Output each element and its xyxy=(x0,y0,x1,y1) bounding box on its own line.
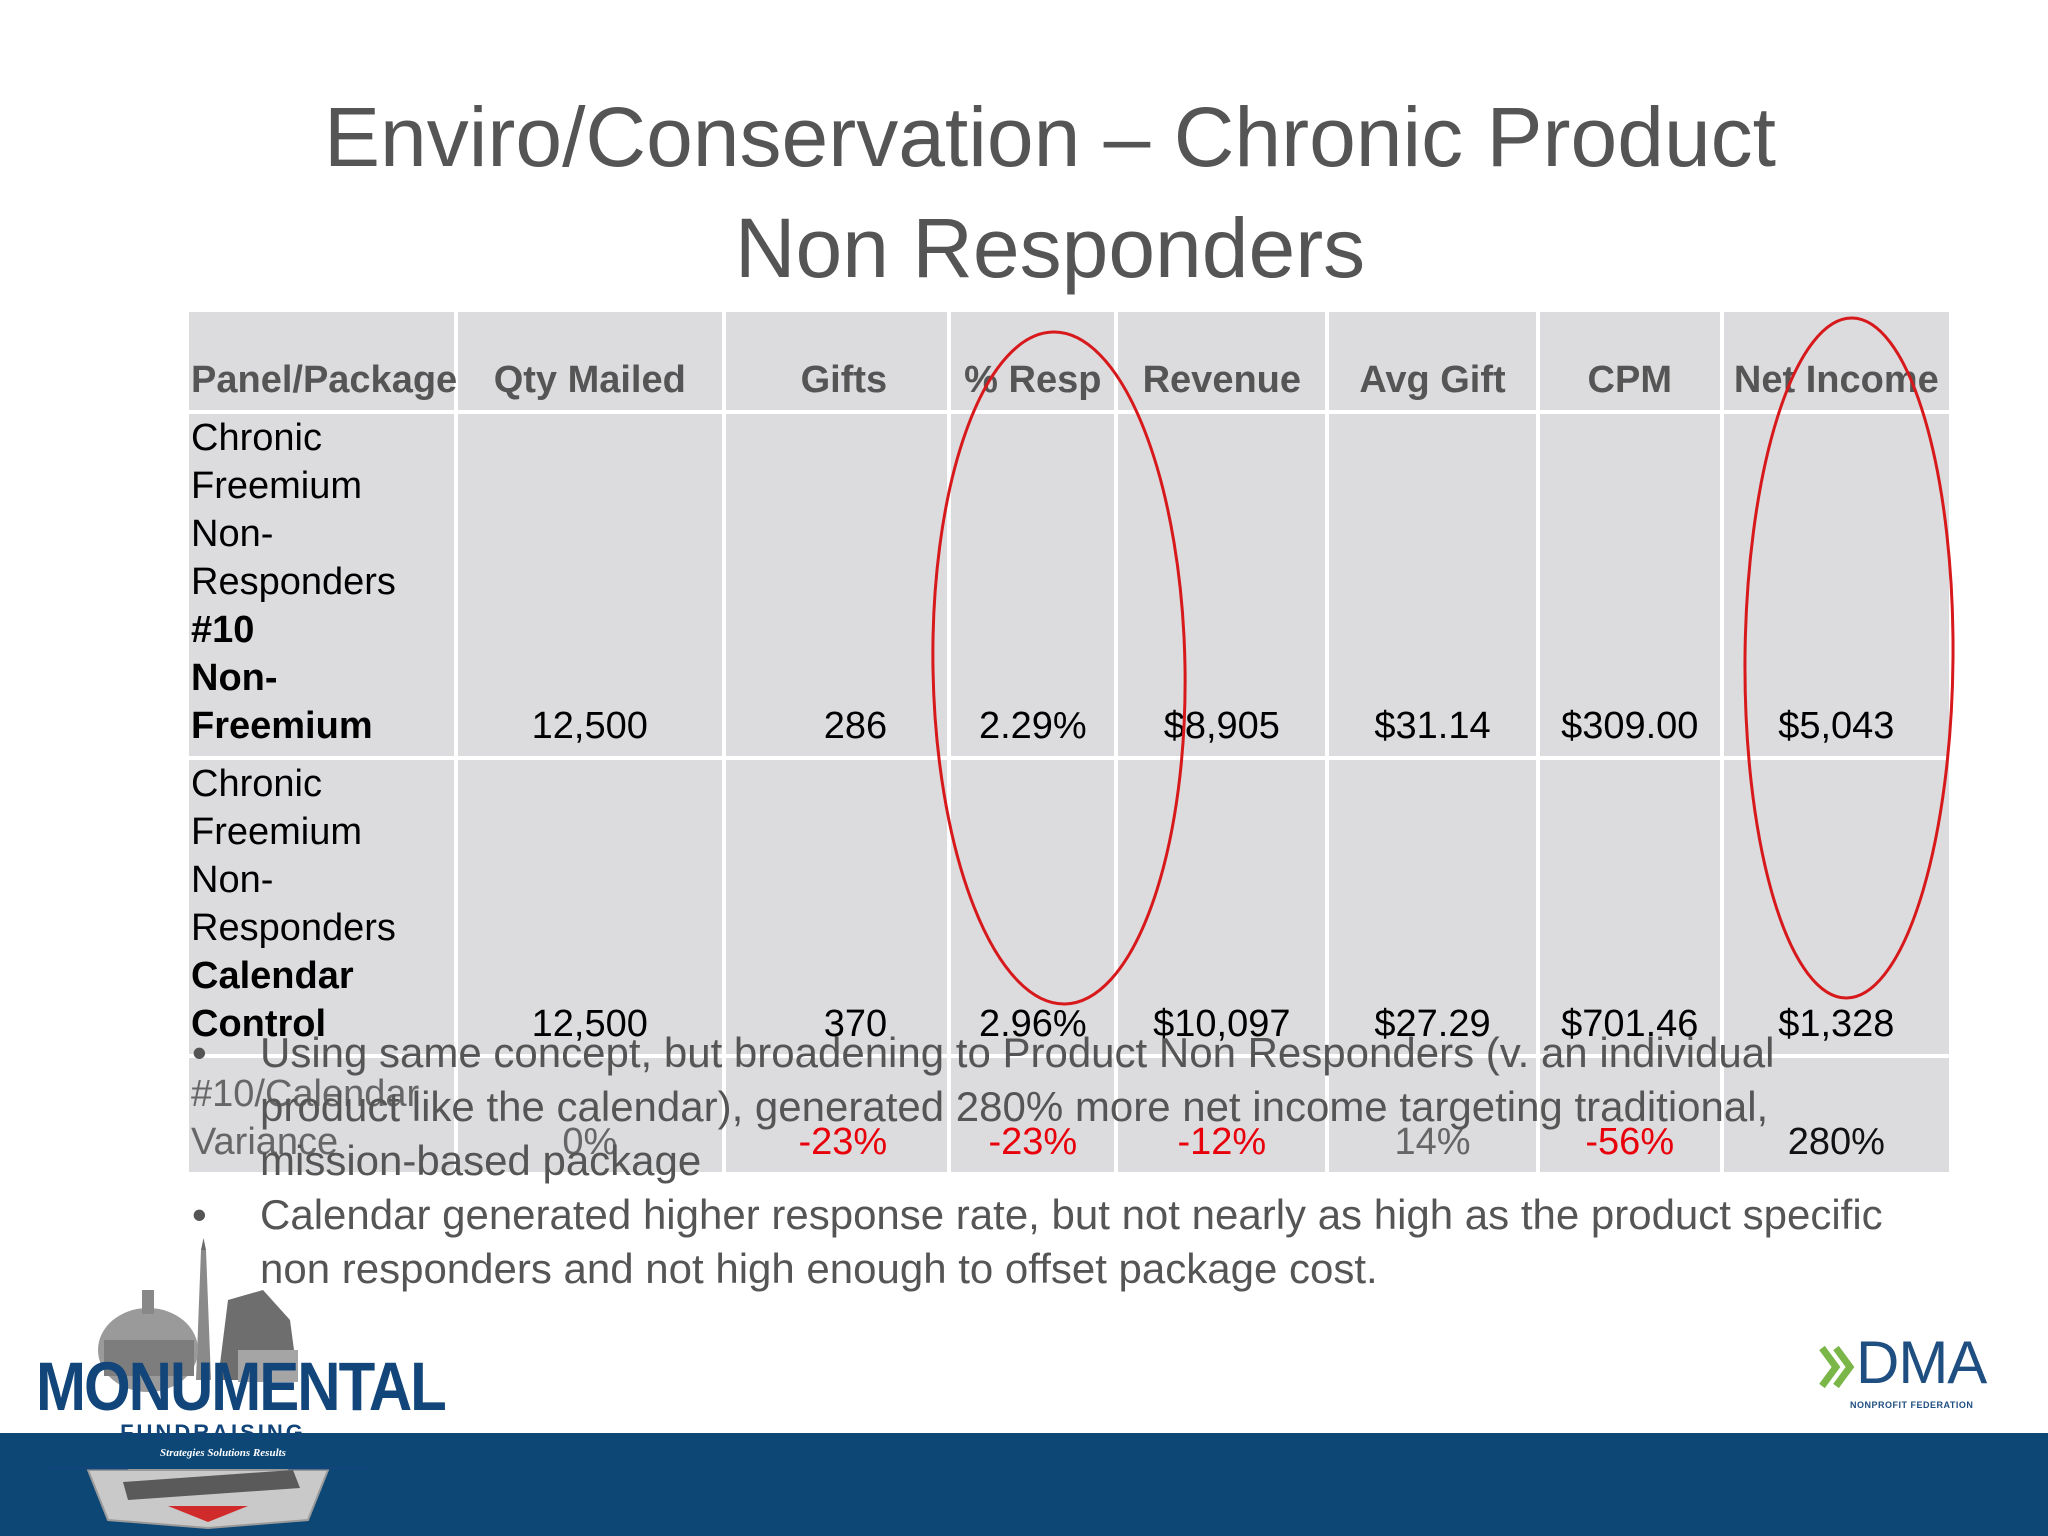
dma-logo-text: DMA xyxy=(1856,1329,1987,1396)
cell-resp: 2.29% xyxy=(947,410,1119,760)
bullet-item: • Calendar generated higher response rat… xyxy=(190,1188,1910,1296)
header-cpm: CPM xyxy=(1535,308,1724,414)
header-pct-resp: % Resp xyxy=(947,308,1119,414)
title-line-2: Non Responders xyxy=(734,201,1366,295)
row-label: Chronic Freemium Non-Responders #10 Non-… xyxy=(185,410,458,760)
cell-resp: -23% xyxy=(947,1054,1119,1176)
cell-revenue: -12% xyxy=(1114,1054,1330,1176)
cell-qty: 12,500 xyxy=(453,756,727,1058)
capitol-monument-icon xyxy=(48,1238,368,1530)
bullet-text: Using same concept, but broadening to Pr… xyxy=(260,1029,1775,1184)
cell-avg-gift: 14% xyxy=(1325,1054,1540,1176)
cell-net-income: $5,043 xyxy=(1719,410,1954,760)
cell-avg-gift: $27.29 xyxy=(1325,756,1540,1058)
cell-avg-gift: $31.14 xyxy=(1325,410,1540,760)
bullet-item: • Using same concept, but broadening to … xyxy=(190,1026,1910,1188)
table-row: Chronic Freemium Non-Responders Calendar… xyxy=(185,756,1954,1058)
cell-revenue: $10,097 xyxy=(1114,756,1330,1058)
cell-qty: 12,500 xyxy=(453,410,727,760)
cell-net-income: 280% xyxy=(1719,1054,1954,1176)
cell-cpm: -56% xyxy=(1535,1054,1724,1176)
table-row: #10/Calendar Variance 0% -23% -23% -12% … xyxy=(185,1054,1954,1176)
row-label-bold-inline: #10 xyxy=(191,609,255,651)
row-label-plain: Chronic Freemium Non-Responders xyxy=(191,417,396,603)
bullet-marker: • xyxy=(192,1029,207,1076)
logo-tagline: Strategies Solutions Results xyxy=(160,1447,286,1459)
header-revenue: Revenue xyxy=(1114,308,1330,414)
logo-fundraising-text: FUNDRAISING xyxy=(120,1420,306,1445)
table-header-row: Panel/Package Qty Mailed Gifts % Resp Re… xyxy=(185,308,1954,414)
row-label-bold: Non-Freemium xyxy=(191,657,373,747)
row-label-bold: Calendar Control xyxy=(191,955,354,1045)
cell-cpm: $701.46 xyxy=(1535,756,1724,1058)
footer-band xyxy=(0,1433,2048,1536)
header-gifts: Gifts xyxy=(722,308,952,414)
header-qty-mailed: Qty Mailed xyxy=(453,308,727,414)
cell-resp: 2.96% xyxy=(947,756,1119,1058)
cell-qty: 0% xyxy=(453,1054,727,1176)
header-panel-package: Panel/Package xyxy=(185,308,458,414)
monumental-fundraising-logo: MONUMENTAL FUNDRAISING Strategies Soluti… xyxy=(28,1230,447,1530)
row-label: #10/Calendar Variance xyxy=(185,1054,458,1176)
header-net-income: Net Income xyxy=(1719,308,1954,414)
row-label-plain: Chronic Freemium Non-Responders xyxy=(191,763,396,949)
dma-nonprofit-logo: DMA NONPROFIT FEDERATION xyxy=(1818,1329,2003,1414)
cell-revenue: $8,905 xyxy=(1114,410,1330,760)
cell-gifts: 286 xyxy=(722,410,952,760)
table-row: Chronic Freemium Non-Responders #10 Non-… xyxy=(185,410,1954,760)
logo-monumental-text: MONUMENTAL xyxy=(36,1347,447,1426)
title-line-1: Enviro/Conservation – Chronic Product xyxy=(323,90,1777,184)
row-label: Chronic Freemium Non-Responders Calendar… xyxy=(185,756,458,1058)
bullet-list: • Using same concept, but broadening to … xyxy=(190,1026,1910,1296)
bullet-marker: • xyxy=(192,1191,207,1238)
bullet-text: Calendar generated higher response rate,… xyxy=(260,1191,1883,1292)
header-avg-gift: Avg Gift xyxy=(1325,308,1540,414)
dma-subtitle: NONPROFIT FEDERATION xyxy=(1850,1400,1974,1410)
dma-chevron-icon xyxy=(1819,1345,1855,1389)
cell-cpm: $309.00 xyxy=(1535,410,1724,760)
cell-net-income: $1,328 xyxy=(1719,756,1954,1058)
slide-title: Enviro/Conservation – Chronic Product No… xyxy=(200,82,1900,304)
cell-gifts: -23% xyxy=(722,1054,952,1176)
cell-gifts: 370 xyxy=(722,756,952,1058)
